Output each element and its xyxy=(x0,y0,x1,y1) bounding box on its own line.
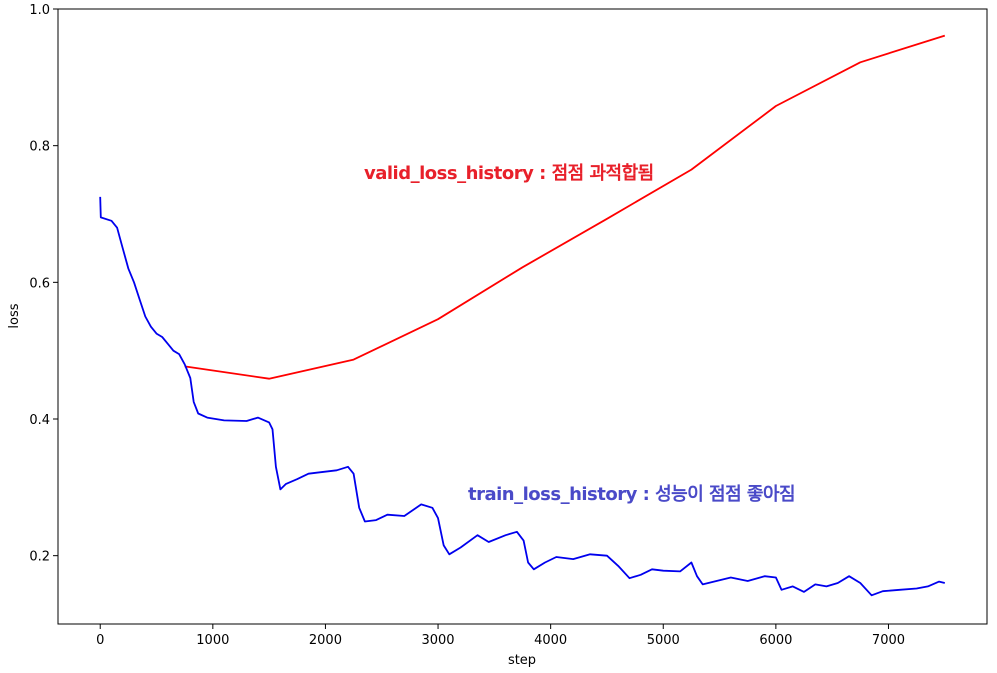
y-tick-label: 0.8 xyxy=(29,140,50,155)
line-series xyxy=(99,196,946,597)
y-tick-label: 1.0 xyxy=(29,3,50,18)
line-series xyxy=(184,34,946,380)
y-tick-label: 0.6 xyxy=(29,276,50,291)
x-tick-label: 2000 xyxy=(309,633,342,648)
plot-frame xyxy=(57,8,988,625)
x-axis-label: step xyxy=(508,653,536,668)
x-tick-label: 1000 xyxy=(196,633,229,648)
annotation: train_loss_history : 성능이 점점 좋아짐 xyxy=(468,484,795,505)
x-tick-label: 6000 xyxy=(759,633,792,648)
x-tick-label: 0 xyxy=(96,633,104,648)
annotation: valid_loss_history : 점점 과적합됨 xyxy=(364,162,654,184)
y-tick-label: 0.4 xyxy=(29,413,50,428)
x-tick-label: 5000 xyxy=(647,633,680,648)
x-tick-label: 7000 xyxy=(872,633,905,648)
y-axis-label: loss xyxy=(7,303,22,328)
x-tick-label: 3000 xyxy=(421,633,454,648)
x-tick-label: 4000 xyxy=(534,633,567,648)
y-tick-label: 0.2 xyxy=(29,550,50,565)
